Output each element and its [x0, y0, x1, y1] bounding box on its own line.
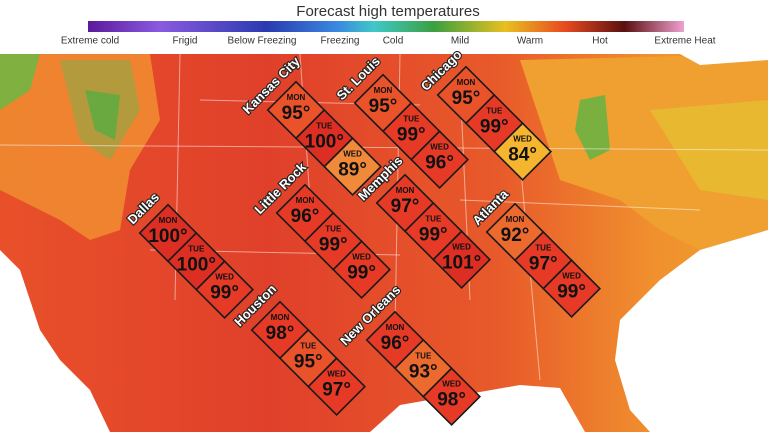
day-label: TUE [325, 224, 342, 233]
temperature: 99° [480, 116, 509, 137]
legend-label: Cold [383, 36, 404, 47]
forecast-box [422, 367, 482, 427]
day-label: MON [396, 186, 415, 195]
temperature: 95° [452, 88, 481, 109]
temperature: 101° [442, 253, 481, 274]
day-label: WED [327, 370, 346, 379]
day-label: TUE [403, 114, 420, 123]
day-label: MON [457, 78, 476, 87]
temperature: 95° [294, 351, 323, 372]
day-label: TUE [300, 341, 317, 350]
temperature: 98° [266, 323, 295, 344]
temperature: 93° [409, 361, 438, 382]
temperature: 97° [322, 380, 351, 401]
forecast-box [332, 240, 392, 300]
day-label: TUE [316, 121, 333, 130]
temperature: 99° [347, 263, 376, 284]
day-label: TUE [188, 244, 205, 253]
forecast-box [432, 230, 492, 290]
forecast-box [493, 122, 553, 182]
temperature: 99° [557, 282, 586, 303]
day-label: TUE [486, 106, 503, 115]
temperature: 92° [501, 225, 530, 246]
temperature: 96° [381, 333, 410, 354]
day-label: MON [506, 215, 525, 224]
temperature: 97° [391, 196, 420, 217]
temperature: 99° [397, 124, 426, 145]
temperature: 97° [529, 253, 558, 274]
forecast-box [323, 137, 383, 197]
day-label: WED [430, 143, 449, 152]
forecast-box [542, 259, 602, 319]
legend-label: Extreme Heat [654, 36, 715, 47]
day-label: MON [271, 313, 290, 322]
temperature: 99° [319, 234, 348, 255]
day-label: MON [386, 323, 405, 332]
temperature: 98° [437, 390, 466, 411]
day-label: MON [296, 196, 315, 205]
temperature: 89° [338, 160, 367, 181]
day-label: WED [442, 380, 461, 389]
legend-label: Below Freezing [228, 36, 297, 47]
temperature: 100° [305, 131, 344, 152]
day-label: WED [513, 135, 532, 144]
legend-label: Freezing [321, 36, 360, 47]
legend-label: Hot [592, 36, 608, 47]
temperature: 96° [425, 153, 454, 174]
title: Forecast high temperatures [296, 3, 479, 20]
temperature: 99° [419, 224, 448, 245]
temperature: 84° [508, 145, 537, 166]
day-label: TUE [425, 214, 442, 223]
day-label: WED [215, 273, 234, 282]
legend-label: Mild [451, 36, 469, 47]
day-label: MON [159, 216, 178, 225]
day-label: WED [562, 272, 581, 281]
legend-label: Frigid [172, 36, 197, 47]
legend-scale [88, 21, 684, 32]
legend-label: Warm [517, 36, 543, 47]
temperature: 96° [291, 206, 320, 227]
temperature: 99° [210, 283, 239, 304]
day-label: TUE [415, 351, 432, 360]
forecast-box [195, 260, 255, 320]
day-label: TUE [535, 243, 552, 252]
temperature: 100° [177, 254, 216, 275]
day-label: WED [452, 243, 471, 252]
day-label: MON [374, 86, 393, 95]
temperature: 95° [369, 96, 398, 117]
day-label: WED [352, 253, 371, 262]
day-label: WED [343, 150, 362, 159]
temperature: 100° [148, 226, 187, 247]
forecast-box [307, 357, 367, 417]
temperature: 95° [282, 103, 311, 124]
legend-label: Extreme cold [61, 36, 119, 47]
forecast-box [410, 130, 470, 190]
day-label: MON [287, 93, 306, 102]
